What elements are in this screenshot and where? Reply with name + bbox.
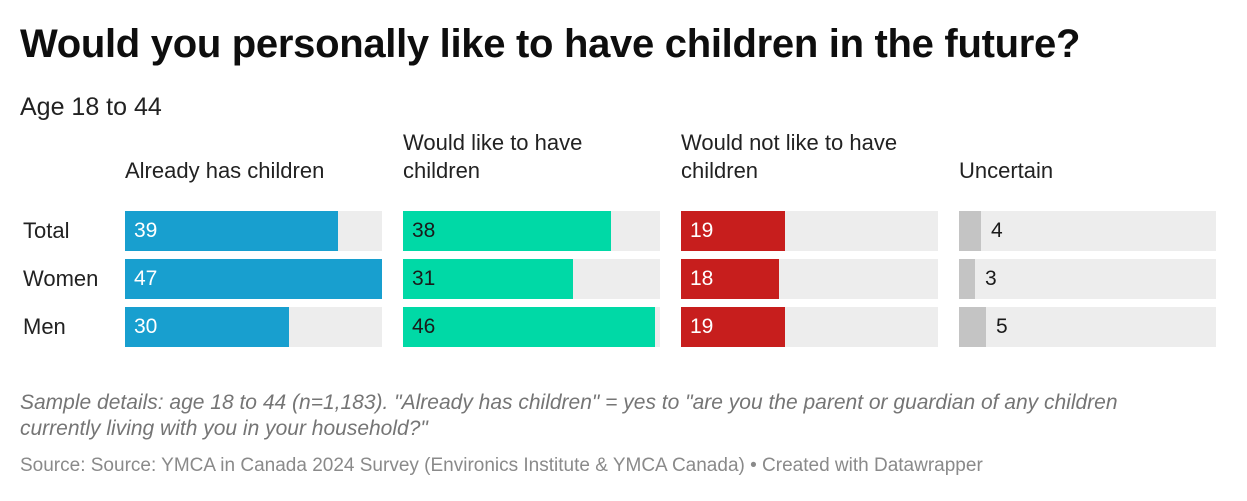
bar-track: 39 — [125, 211, 382, 251]
bar — [403, 307, 655, 347]
bar — [125, 307, 289, 347]
row-label: Total — [23, 218, 70, 243]
bar-value-label: 38 — [412, 219, 436, 242]
chart-subtitle: Age 18 to 44 — [20, 93, 162, 121]
bar — [959, 259, 975, 299]
bar-value-label: 19 — [690, 219, 714, 242]
bar-track: 19 — [681, 211, 938, 251]
chart-title: Would you personally like to have childr… — [20, 22, 1081, 66]
bar-track: 31 — [403, 259, 660, 299]
row-label: Men — [23, 314, 66, 339]
column-header: Would not like to have children — [681, 130, 898, 183]
bar-track: 19 — [681, 307, 938, 347]
bar-track: 5 — [959, 307, 1216, 347]
bar-track: 3 — [959, 259, 1216, 299]
bar-track: 46 — [403, 307, 660, 347]
bar — [403, 259, 573, 299]
bar-track: 47 — [125, 259, 382, 299]
bar-value-label: 18 — [690, 267, 714, 290]
bar — [681, 259, 779, 299]
bar — [959, 307, 986, 347]
split-bar-chart: Total Women Men Already has children 39 47 30 W… — [23, 130, 1216, 347]
chart-notes: Sample details: age 18 to 44 (n=1,183). … — [20, 391, 1118, 440]
bar-value-label: 31 — [412, 267, 436, 290]
bar-value-label: 19 — [690, 315, 714, 338]
bar — [681, 307, 785, 347]
bar — [403, 211, 611, 251]
bar-value-label: 3 — [985, 267, 997, 290]
bar-track: 18 — [681, 259, 938, 299]
bar-value-label: 4 — [991, 219, 1003, 242]
bar — [681, 211, 785, 251]
bar-value-label: 46 — [412, 315, 436, 338]
bar — [959, 211, 981, 251]
bar-value-label: 47 — [134, 267, 158, 290]
column-header: Already has children — [125, 158, 325, 183]
bar — [125, 211, 338, 251]
bar — [125, 259, 382, 299]
bar-track: 30 — [125, 307, 382, 347]
column-header: Uncertain — [959, 158, 1054, 183]
row-label: Women — [23, 266, 99, 291]
bar-value-label: 5 — [996, 315, 1008, 338]
chart-source: Source: Source: YMCA in Canada 2024 Surv… — [20, 455, 983, 476]
column-header: Would like to have children — [403, 130, 583, 183]
bar-value-label: 39 — [134, 219, 158, 242]
bar-value-label: 30 — [134, 315, 158, 338]
bar-track: 4 — [959, 211, 1216, 251]
bar-track: 38 — [403, 211, 660, 251]
